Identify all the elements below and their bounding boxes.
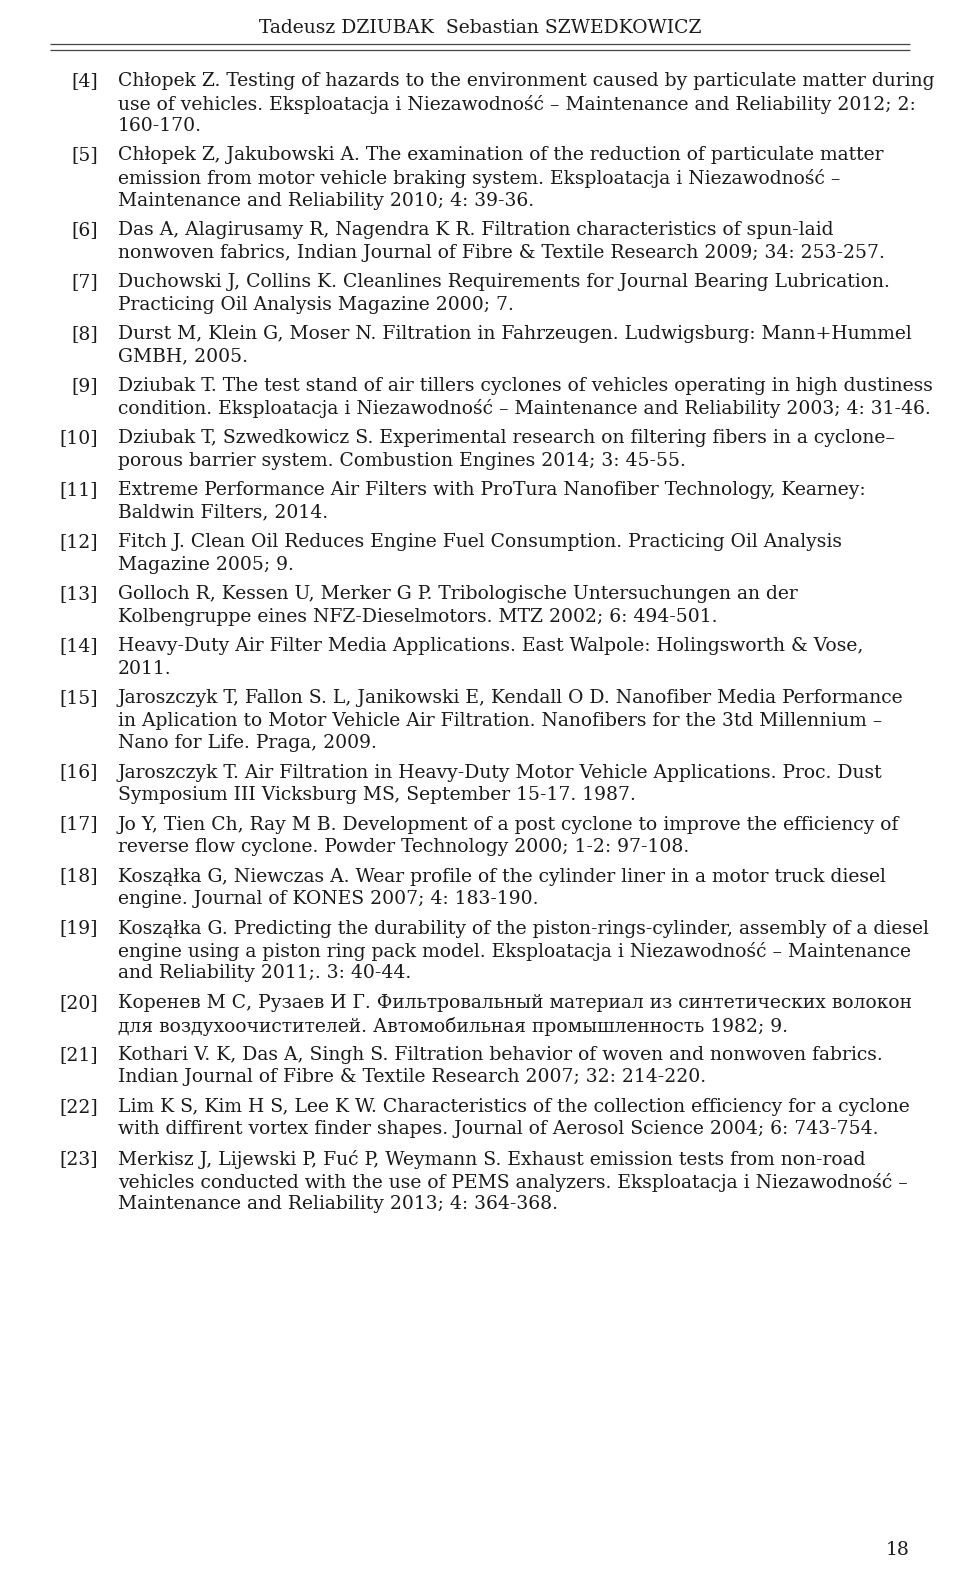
Text: in Aplication to Motor Vehicle Air Filtration. Nanofibers for the 3td Millennium: in Aplication to Motor Vehicle Air Filtr…: [118, 711, 882, 730]
Text: 2011.: 2011.: [118, 659, 172, 678]
Text: [21]: [21]: [60, 1046, 98, 1064]
Text: 18: 18: [886, 1541, 910, 1560]
Text: [9]: [9]: [71, 377, 98, 394]
Text: Duchowski J, Collins K. Cleanlines Requirements for Journal Bearing Lubrication.: Duchowski J, Collins K. Cleanlines Requi…: [118, 273, 890, 292]
Text: для воздухоочистителей. Автомобильная промышленность 1982; 9.: для воздухоочистителей. Автомобильная пр…: [118, 1017, 788, 1036]
Text: [7]: [7]: [71, 273, 98, 292]
Text: porous barrier system. Combustion Engines 2014; 3: 45-55.: porous barrier system. Combustion Engine…: [118, 451, 685, 470]
Text: [18]: [18]: [60, 867, 98, 886]
Text: Chłopek Z, Jakubowski A. The examination of the reduction of particulate matter: Chłopek Z, Jakubowski A. The examination…: [118, 147, 883, 164]
Text: Maintenance and Reliability 2013; 4: 364-368.: Maintenance and Reliability 2013; 4: 364…: [118, 1195, 558, 1213]
Text: [13]: [13]: [60, 585, 98, 602]
Text: Magazine 2005; 9.: Magazine 2005; 9.: [118, 555, 294, 574]
Text: engine. Journal of KONES 2007; 4: 183-190.: engine. Journal of KONES 2007; 4: 183-19…: [118, 889, 539, 908]
Text: [19]: [19]: [60, 919, 98, 937]
Text: [20]: [20]: [60, 994, 98, 1012]
Text: Golloch R, Kessen U, Merker G P. Tribologische Untersuchungen an der: Golloch R, Kessen U, Merker G P. Tribolo…: [118, 585, 798, 602]
Text: [17]: [17]: [60, 815, 98, 834]
Text: Nano for Life. Praga, 2009.: Nano for Life. Praga, 2009.: [118, 733, 377, 752]
Text: Dziubak T, Szwedkowicz S. Experimental research on filtering fibers in a cyclone: Dziubak T, Szwedkowicz S. Experimental r…: [118, 429, 895, 446]
Text: Fitch J. Clean Oil Reduces Engine Fuel Consumption. Practicing Oil Analysis: Fitch J. Clean Oil Reduces Engine Fuel C…: [118, 533, 842, 550]
Text: Jaroszczyk T, Fallon S. L, Janikowski E, Kendall O D. Nanofiber Media Performanc: Jaroszczyk T, Fallon S. L, Janikowski E,…: [118, 689, 903, 706]
Text: Extreme Performance Air Filters with ProTura Nanofiber Technology, Kearney:: Extreme Performance Air Filters with Pro…: [118, 481, 866, 498]
Text: Indian Journal of Fibre & Textile Research 2007; 32: 214-220.: Indian Journal of Fibre & Textile Resear…: [118, 1069, 707, 1087]
Text: Коренев М С, Рузаев И Г. Фильтровальный материал из синтетических волокон: Коренев М С, Рузаев И Г. Фильтровальный …: [118, 994, 912, 1012]
Text: Baldwin Filters, 2014.: Baldwin Filters, 2014.: [118, 503, 328, 522]
Text: [11]: [11]: [60, 481, 98, 498]
Text: [22]: [22]: [60, 1098, 98, 1117]
Text: with diffirent vortex finder shapes. Journal of Aerosol Science 2004; 6: 743-754: with diffirent vortex finder shapes. Jou…: [118, 1121, 878, 1139]
Text: [6]: [6]: [71, 221, 98, 240]
Text: Kothari V. K, Das A, Singh S. Filtration behavior of woven and nonwoven fabrics.: Kothari V. K, Das A, Singh S. Filtration…: [118, 1046, 883, 1064]
Text: 160-170.: 160-170.: [118, 117, 202, 136]
Text: Practicing Oil Analysis Magazine 2000; 7.: Practicing Oil Analysis Magazine 2000; 7…: [118, 295, 514, 314]
Text: [8]: [8]: [71, 325, 98, 344]
Text: and Reliability 2011;. 3: 40-44.: and Reliability 2011;. 3: 40-44.: [118, 965, 411, 982]
Text: Durst M, Klein G, Moser N. Filtration in Fahrzeugen. Ludwigsburg: Mann+Hummel: Durst M, Klein G, Moser N. Filtration in…: [118, 325, 912, 344]
Text: Dziubak T. The test stand of air tillers cyclones of vehicles operating in high : Dziubak T. The test stand of air tillers…: [118, 377, 933, 394]
Text: [5]: [5]: [71, 147, 98, 164]
Text: emission from motor vehicle braking system. Eksploatacja i Niezawodność –: emission from motor vehicle braking syst…: [118, 169, 840, 188]
Text: Heavy-Duty Air Filter Media Applications. East Walpole: Holingsworth & Vose,: Heavy-Duty Air Filter Media Applications…: [118, 637, 863, 654]
Text: [23]: [23]: [60, 1150, 98, 1169]
Text: reverse flow cyclone. Powder Technology 2000; 1-2: 97-108.: reverse flow cyclone. Powder Technology …: [118, 837, 689, 856]
Text: engine using a piston ring pack model. Eksploatacja i Niezawodność – Maintenance: engine using a piston ring pack model. E…: [118, 941, 911, 960]
Text: Jo Y, Tien Ch, Ray M B. Development of a post cyclone to improve the efficiency : Jo Y, Tien Ch, Ray M B. Development of a…: [118, 815, 900, 834]
Text: GMBH, 2005.: GMBH, 2005.: [118, 347, 248, 366]
Text: condition. Eksploatacja i Niezawodność – Maintenance and Reliability 2003; 4: 31: condition. Eksploatacja i Niezawodność –…: [118, 399, 931, 418]
Text: Tadeusz DZIUBAK  Sebastian SZWEDKOWICZ: Tadeusz DZIUBAK Sebastian SZWEDKOWICZ: [259, 19, 701, 36]
Text: Lim K S, Kim H S, Lee K W. Characteristics of the collection efficiency for a cy: Lim K S, Kim H S, Lee K W. Characteristi…: [118, 1098, 910, 1117]
Text: [16]: [16]: [60, 763, 98, 782]
Text: nonwoven fabrics, Indian Journal of Fibre & Textile Research 2009; 34: 253-257.: nonwoven fabrics, Indian Journal of Fibr…: [118, 243, 885, 262]
Text: Chłopek Z. Testing of hazards to the environment caused by particulate matter du: Chłopek Z. Testing of hazards to the env…: [118, 73, 934, 90]
Text: Kolbengruppe eines NFZ-Dieselmotors. MTZ 2002; 6: 494-501.: Kolbengruppe eines NFZ-Dieselmotors. MTZ…: [118, 607, 717, 626]
Text: Merkisz J, Lijewski P, Fuć P, Weymann S. Exhaust emission tests from non-road: Merkisz J, Lijewski P, Fuć P, Weymann S.…: [118, 1150, 866, 1169]
Text: Maintenance and Reliability 2010; 4: 39-36.: Maintenance and Reliability 2010; 4: 39-…: [118, 191, 534, 210]
Text: use of vehicles. Eksploatacja i Niezawodność – Maintenance and Reliability 2012;: use of vehicles. Eksploatacja i Niezawod…: [118, 95, 916, 114]
Text: Jaroszczyk T. Air Filtration in Heavy-Duty Motor Vehicle Applications. Proc. Dus: Jaroszczyk T. Air Filtration in Heavy-Du…: [118, 763, 882, 782]
Text: [4]: [4]: [71, 73, 98, 90]
Text: vehicles conducted with the use of PEMS analyzers. Eksploatacja i Niezawodność –: vehicles conducted with the use of PEMS …: [118, 1173, 908, 1192]
Text: Kosząłka G. Predicting the durability of the piston-rings-cylinder, assembly of : Kosząłka G. Predicting the durability of…: [118, 919, 929, 937]
Text: [14]: [14]: [60, 637, 98, 654]
Text: [15]: [15]: [60, 689, 98, 706]
Text: Kosząłka G, Niewczas A. Wear profile of the cylinder liner in a motor truck dies: Kosząłka G, Niewczas A. Wear profile of …: [118, 867, 886, 886]
Text: [10]: [10]: [60, 429, 98, 446]
Text: Symposium III Vicksburg MS, September 15-17. 1987.: Symposium III Vicksburg MS, September 15…: [118, 785, 636, 804]
Text: Das A, Alagirusamy R, Nagendra K R. Filtration characteristics of spun-laid: Das A, Alagirusamy R, Nagendra K R. Filt…: [118, 221, 833, 240]
Text: [12]: [12]: [60, 533, 98, 550]
